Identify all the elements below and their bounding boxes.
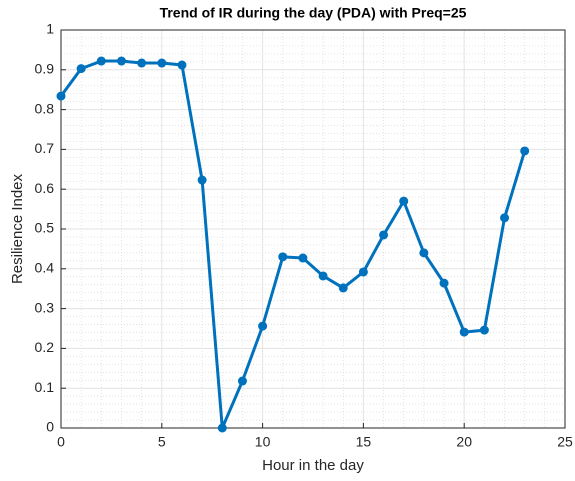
data-point — [358, 267, 368, 277]
data-point — [278, 252, 288, 262]
x-tick-label: 0 — [57, 434, 65, 450]
data-point — [479, 325, 489, 335]
data-point — [177, 60, 187, 70]
y-tick-label: 1 — [46, 21, 54, 37]
data-point — [217, 423, 227, 433]
y-tick-label: 0.2 — [35, 339, 55, 355]
data-point — [459, 327, 469, 337]
data-point — [298, 253, 308, 263]
x-axis-label: Hour in the day — [262, 457, 364, 474]
data-point — [500, 213, 510, 223]
y-tick-label: 0.4 — [35, 260, 55, 276]
data-point — [338, 283, 348, 293]
y-tick-label: 0.8 — [35, 100, 55, 116]
x-tick-label: 25 — [557, 434, 573, 450]
data-point — [439, 278, 449, 288]
data-point — [197, 175, 207, 185]
x-tick-label: 5 — [158, 434, 166, 450]
y-tick-label: 0 — [46, 419, 54, 435]
y-tick-label: 0.5 — [35, 220, 55, 236]
data-point — [379, 230, 389, 240]
data-point — [237, 376, 247, 386]
y-tick-label: 0.9 — [35, 61, 55, 77]
x-tick-label: 15 — [356, 434, 372, 450]
x-tick-label: 10 — [255, 434, 271, 450]
data-point — [56, 91, 66, 101]
x-tick-label: 20 — [456, 434, 472, 450]
data-point — [76, 64, 86, 74]
data-point — [399, 196, 409, 206]
y-tick-label: 0.7 — [35, 140, 55, 156]
data-point — [116, 56, 126, 66]
data-point — [318, 271, 328, 281]
data-point — [137, 58, 147, 68]
y-tick-label: 0.1 — [35, 379, 55, 395]
data-point — [96, 56, 106, 66]
data-point — [520, 146, 530, 156]
data-point — [157, 58, 167, 68]
data-point — [419, 248, 429, 258]
plot-frame — [60, 29, 566, 429]
y-tick-label: 0.3 — [35, 299, 55, 315]
chart-title: Trend of IR during the day (PDA) with Pr… — [160, 5, 467, 21]
y-axis-label: Resilience Index — [9, 173, 26, 284]
data-point — [258, 321, 268, 331]
y-tick-label: 0.6 — [35, 180, 55, 196]
